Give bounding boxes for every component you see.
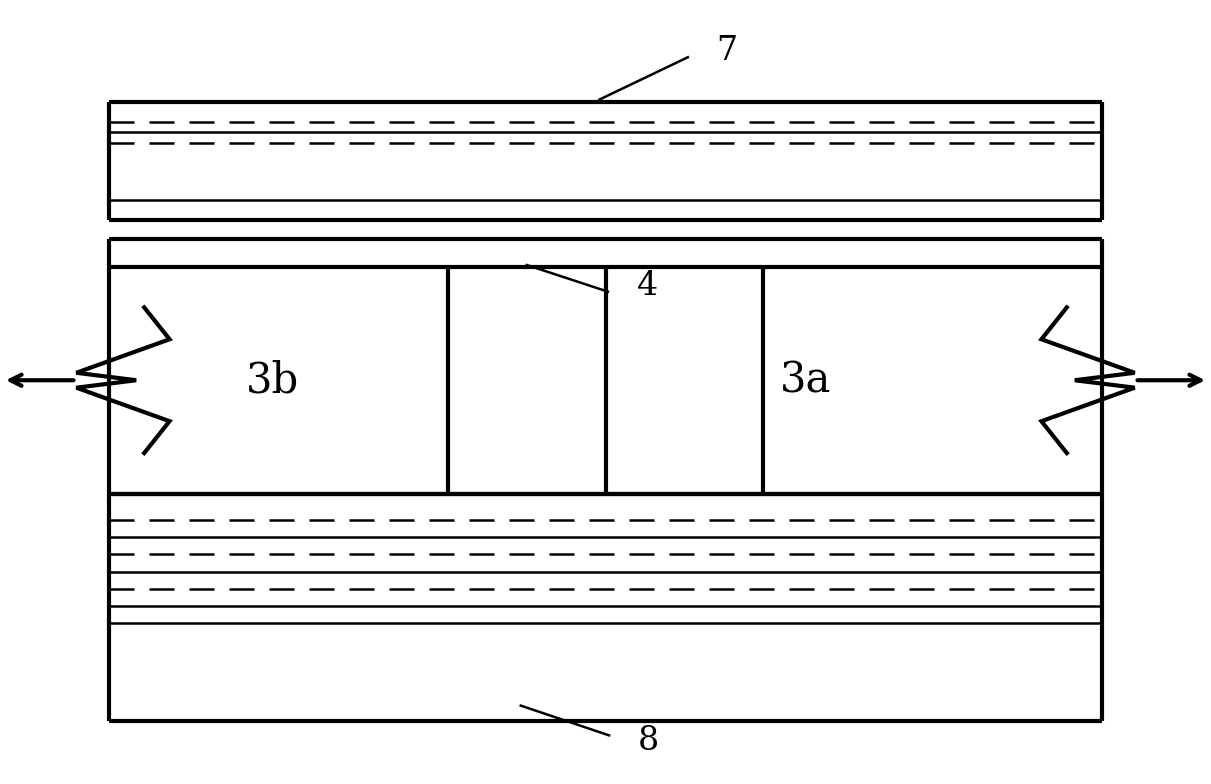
Text: 4: 4 xyxy=(637,270,659,302)
Text: 3b: 3b xyxy=(246,359,299,401)
Text: 3a: 3a xyxy=(780,359,831,401)
Text: 7: 7 xyxy=(716,35,737,67)
Text: 8: 8 xyxy=(637,725,659,757)
